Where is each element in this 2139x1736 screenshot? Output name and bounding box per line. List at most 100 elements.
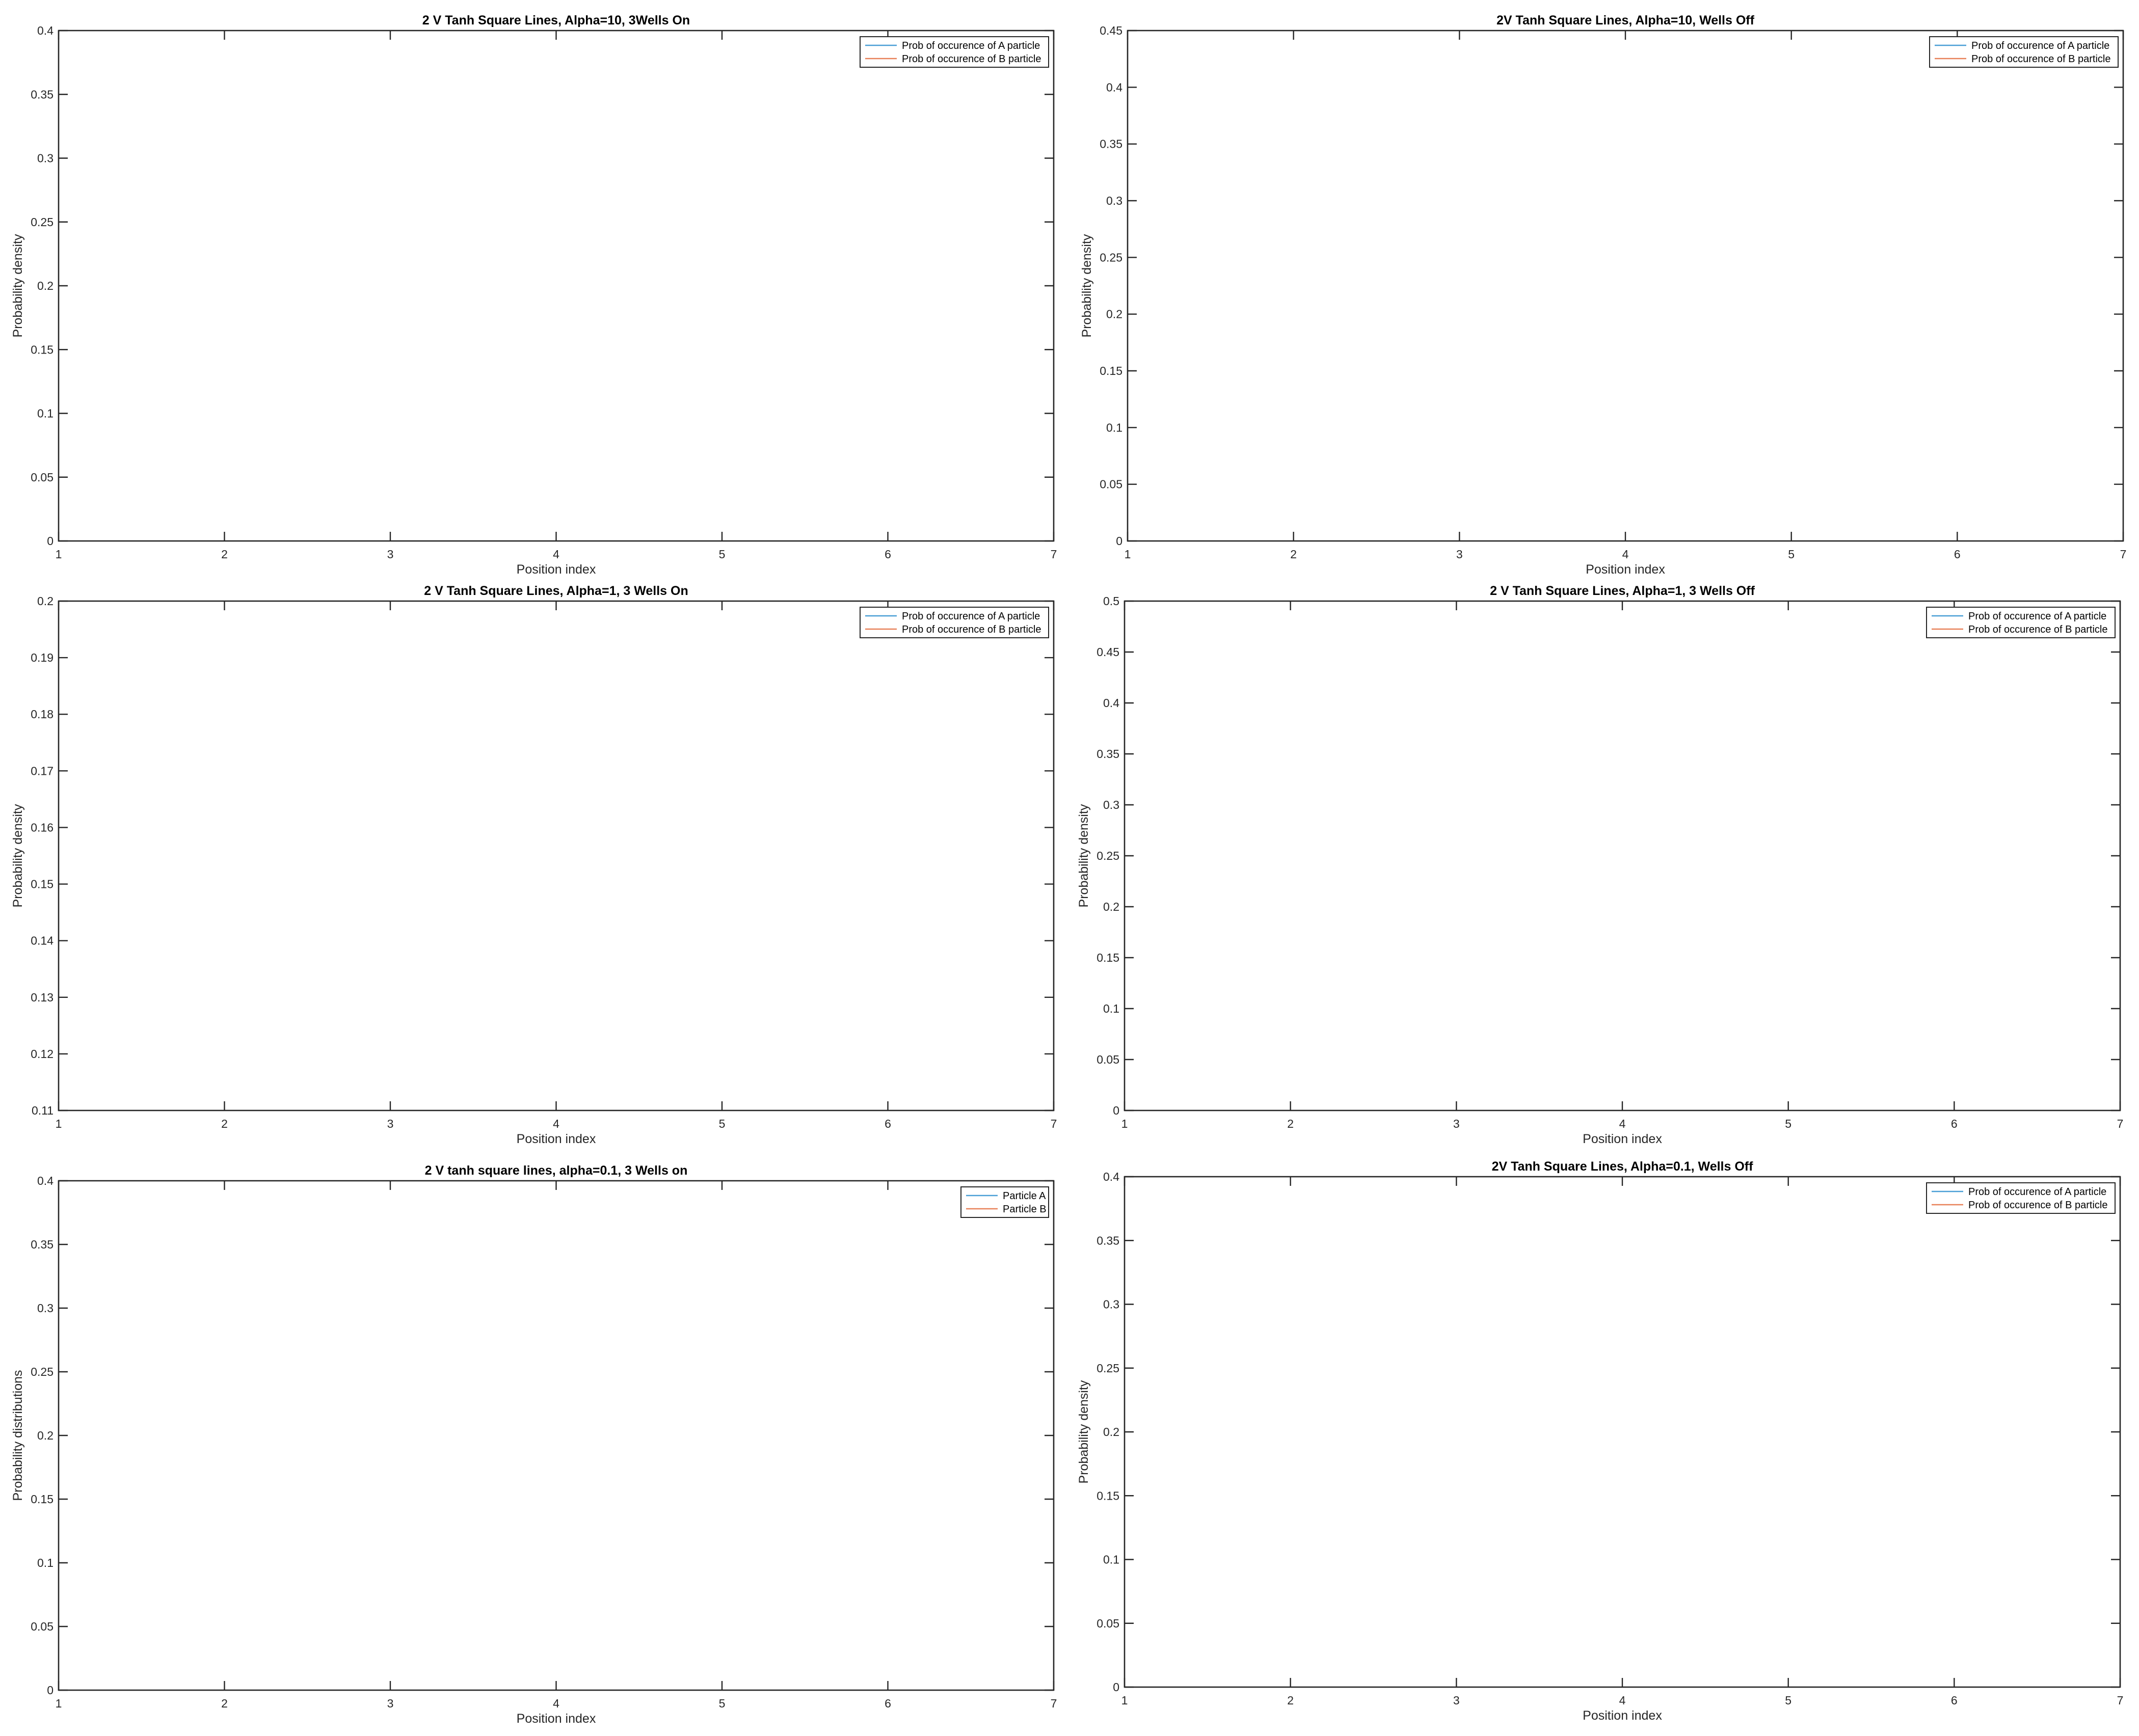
x-tick-label: 6: [1951, 1117, 1958, 1130]
y-tick-label: 0.4: [1103, 1170, 1119, 1183]
x-tick-label: 6: [1951, 1694, 1958, 1707]
x-tick-label: 6: [885, 1697, 891, 1710]
y-tick-label: 0.16: [31, 821, 54, 834]
x-tick-label: 4: [553, 1117, 559, 1130]
x-tick-label: 3: [387, 1697, 394, 1710]
x-tick-label: 6: [885, 548, 891, 561]
legend-label-b: Prob of occurence of B particle: [902, 53, 1041, 65]
chart-panel-4: 1 2 3 4 5 6 7 0 0.05 0.1 0.15 0.2 0.25 0.3 0.35 0.4 0.45…: [1077, 584, 2123, 1146]
x-tick-label: 4: [1622, 548, 1629, 561]
y-tick-label: 0.17: [31, 764, 54, 777]
axes-frame: [58, 600, 1055, 1111]
axes-frame: [1127, 30, 2124, 542]
y-tick-label: 0.3: [1106, 194, 1122, 207]
x-tick-label: 5: [1785, 1694, 1792, 1707]
chart-panel-2: 1 2 3 4 5 6 7 0 0.05 0.1 0.15 0.2 0.25 0.3 0.35 0.4 0.45…: [1080, 13, 2126, 577]
x-tick-label: 7: [1051, 1117, 1057, 1130]
legend: Prob of occurence of A particle Prob of o…: [860, 36, 1049, 68]
y-tick-label: 0.25: [1097, 1362, 1119, 1375]
y-tick-label: 0: [1113, 1680, 1119, 1694]
y-axis-label: Probability distributions: [11, 1370, 25, 1501]
y-tick-label: 0: [47, 1684, 54, 1697]
legend-box: [1926, 607, 2116, 638]
y-tick-label: 0.4: [1103, 696, 1119, 710]
y-tick-label: 0.25: [31, 215, 54, 229]
y-tick-label: 0.12: [31, 1047, 54, 1061]
y-tick-label: 0.05: [31, 471, 54, 484]
y-tick-label: 0.15: [31, 1493, 54, 1506]
y-tick-label: 0.35: [1097, 1234, 1119, 1247]
x-tick-label: 5: [719, 548, 726, 561]
y-tick-label: 0.45: [1097, 645, 1119, 659]
legend-label-b: Prob of occurence of B particle: [1971, 53, 2110, 65]
x-axis-label: Position index: [517, 1712, 596, 1726]
y-tick-label: 0.05: [1097, 1617, 1119, 1630]
legend-label-b: Prob of occurence of B particle: [1968, 624, 2107, 635]
legend-label-b: Prob of occurence of B particle: [902, 624, 1041, 635]
x-tick-label: 5: [1788, 548, 1795, 561]
y-tick-label: 0.4: [1106, 80, 1122, 94]
chart-title: 2 V Tanh Square Lines, Alpha=1, 3 Wells …: [424, 584, 688, 598]
legend-label-b: Particle B: [1003, 1204, 1047, 1215]
x-axis-label: Position index: [1586, 562, 1665, 577]
legend: Particle A Particle B: [960, 1186, 1049, 1218]
legend-label-a: Particle A: [1003, 1190, 1046, 1202]
x-tick-label: 5: [1785, 1117, 1792, 1130]
x-tick-label: 4: [1619, 1694, 1626, 1707]
y-tick-label: 0.35: [1097, 747, 1119, 761]
y-tick-label: 0.5: [1103, 594, 1119, 608]
y-axis-label: Probability density: [1077, 804, 1091, 907]
y-tick-label: 0.15: [31, 343, 54, 356]
legend-label-a: Prob of occurence of A particle: [902, 611, 1040, 622]
x-tick-label: 3: [387, 548, 394, 561]
y-tick-label: 0.11: [32, 1104, 54, 1117]
y-axis-label: Probability density: [11, 804, 25, 907]
y-tick-label: 0.05: [31, 1620, 54, 1633]
legend-label-a: Prob of occurence of A particle: [902, 40, 1040, 51]
y-tick-label: 0.25: [1097, 849, 1119, 862]
chart-panel-1: 1 2 3 4 5 6 7 0 0.05 0.1 0.15 0.2 0.25 0.3 0.35 0.4 2 V …: [11, 13, 1057, 577]
legend-label-a: Prob of occurence of A particle: [1971, 40, 2109, 51]
y-tick-label: 0.3: [1103, 1298, 1119, 1311]
legend-box: [1929, 36, 2119, 68]
legend-label-a: Prob of occurence of A particle: [1968, 611, 2106, 622]
legend-box: [960, 1186, 1049, 1218]
y-tick-label: 0.18: [31, 708, 54, 721]
x-tick-label: 7: [2117, 1117, 2124, 1130]
legend-label-a: Prob of occurence of A particle: [1968, 1186, 2106, 1198]
x-tick-label: 7: [2120, 548, 2127, 561]
y-tick-label: 0.15: [1100, 364, 1122, 377]
x-tick-label: 7: [2117, 1694, 2124, 1707]
x-axis-label: Position index: [1583, 1708, 1662, 1723]
y-tick-label: 0.15: [31, 878, 54, 891]
y-tick-label: 0: [1113, 1104, 1119, 1117]
x-tick-label: 4: [553, 1697, 559, 1710]
x-tick-label: 2: [221, 1697, 228, 1710]
y-tick-label: 0.19: [31, 651, 54, 664]
y-axis-label: Probability density: [11, 234, 25, 337]
chart-title: 2V Tanh Square Lines, Alpha=10, Wells Of…: [1496, 13, 1755, 28]
y-tick-label: 0.25: [1100, 251, 1122, 264]
y-tick-label: 0.3: [37, 152, 54, 165]
chart-title: 2V Tanh Square Lines, Alpha=0.1, Wells O…: [1492, 1159, 1754, 1174]
legend: Prob of occurence of A particle Prob of o…: [860, 607, 1049, 638]
axes-frame: [58, 30, 1055, 542]
y-tick-label: 0.45: [1100, 24, 1122, 37]
y-tick-label: 0.1: [1106, 421, 1122, 434]
axes-frame: [1124, 1176, 2121, 1688]
x-tick-label: 4: [1619, 1117, 1626, 1130]
y-tick-label: 0.15: [1097, 951, 1119, 964]
y-tick-label: 0.1: [1103, 1553, 1119, 1566]
y-tick-label: 0.2: [1106, 308, 1122, 321]
y-tick-label: 0.1: [37, 407, 54, 420]
chart-panel-6: 1 2 3 4 5 6 7 0 0.05 0.1 0.15 0.2 0.25 0.3 0.35 0.4 2V T…: [1077, 1159, 2123, 1723]
y-tick-label: 0.35: [31, 1238, 54, 1251]
y-tick-label: 0.2: [37, 1429, 54, 1442]
x-tick-label: 3: [387, 1117, 394, 1130]
y-tick-label: 0.25: [31, 1365, 54, 1378]
x-tick-label: 5: [719, 1697, 726, 1710]
y-tick-label: 0.14: [31, 934, 54, 947]
y-tick-label: 0.1: [1103, 1002, 1119, 1015]
legend-box: [860, 607, 1049, 638]
